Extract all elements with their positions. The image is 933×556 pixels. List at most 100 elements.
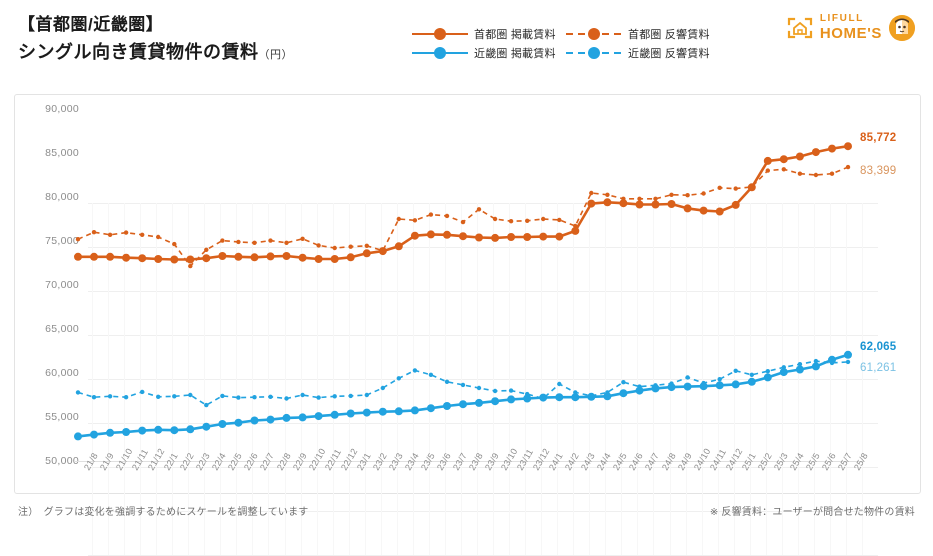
legend-item-kinki-hankyo[interactable]: 近畿圏 反響賃料 [566,43,724,62]
data-point [428,372,434,377]
data-point [829,360,835,366]
data-point [747,377,756,386]
page-title: シングル向き賃貸物件の賃料（円） [18,38,293,69]
page-title-region: 【首都圏/近畿圏】 [18,15,164,34]
data-point [779,155,788,164]
data-point [685,193,690,198]
data-point [394,407,403,416]
data-point [316,243,321,248]
data-point [539,232,548,241]
page-title-unit: （円） [258,49,293,61]
data-point [123,395,129,400]
data-point [204,247,209,252]
data-point [557,217,562,223]
data-point [475,398,483,407]
data-point [459,232,467,241]
page-title-text: シングル向き賃貸物件の賃料 [18,42,259,62]
data-point [140,232,145,237]
grid-line-vertical [701,203,703,555]
data-point [651,384,660,393]
legend-item-shutoken-keisai[interactable]: 首都圏 掲載賃料 [412,24,555,43]
data-point [186,425,195,434]
data-point [811,148,820,157]
y-axis-tick-label: 70,000 [45,279,79,291]
grid-line [88,203,878,204]
data-point [284,396,289,401]
y-axis-tick-label: 55,000 [45,411,79,423]
data-point [459,400,467,409]
grid-line-vertical [92,203,93,555]
data-point [845,359,851,365]
data-point [653,383,658,388]
series-end-label: 83,399 [860,165,897,178]
grid-line-vertical [348,203,350,555]
chart-container: 50,000 55,000 60,000 65,000 70,000 75,000 80,0… [14,94,921,556]
grid-line-vertical [493,203,495,555]
data-point [204,402,209,408]
data-point [492,388,498,394]
brand-logo[interactable]: LIFULL HOME'S [787,14,915,41]
data-point [683,204,692,213]
data-point [587,199,596,208]
grid-line-vertical [573,203,575,555]
data-point [186,255,195,264]
data-point [122,428,131,436]
data-point [348,244,353,249]
legend-label: 首都圏 掲載賃料 [474,28,556,41]
data-point [507,233,516,241]
data-point [106,252,115,261]
data-point [507,395,516,404]
data-point [202,254,211,263]
data-point [107,394,113,399]
data-point [525,391,530,397]
data-point [845,164,851,170]
data-point [669,381,674,386]
data-point [107,232,113,237]
data-point [635,386,644,395]
data-point [763,373,772,382]
y-axis-tick-label: 50,000 [45,455,79,467]
data-point [330,255,339,263]
logo-wordmark: LIFULL HOME'S [820,14,882,42]
grid-line-vertical [637,203,639,555]
data-point [362,408,371,417]
data-point [491,233,500,242]
data-point [621,196,626,201]
data-point [443,230,451,239]
data-point [733,368,738,373]
data-point [765,168,770,173]
data-point [140,389,145,395]
y-axis-tick-label: 75,000 [45,235,79,247]
data-point [298,413,307,422]
data-point [236,395,241,400]
grid-line-vertical [284,203,286,555]
data-point [170,255,179,264]
legend-item-kinki-keisai[interactable]: 近畿圏 掲載賃料 [412,43,555,62]
data-point [188,263,193,269]
data-point [667,383,676,392]
data-point [75,390,81,395]
data-point [621,380,626,385]
data-point [426,404,435,413]
data-point [844,142,852,151]
data-point [508,219,514,224]
grid-line-vertical [204,203,206,555]
grid-line-vertical [733,203,735,555]
data-point [508,388,514,393]
grid-line-vertical [236,203,238,555]
data-point [619,389,628,398]
data-point [188,392,193,398]
data-point [75,237,81,242]
data-point [90,430,98,439]
data-point [828,144,836,153]
data-point [202,422,211,431]
grid-line-vertical [428,203,430,555]
data-point [653,196,658,201]
data-point [380,385,385,391]
data-point [236,239,241,245]
data-point [252,240,257,245]
data-point [651,200,660,209]
chart-legend: 首都圏 掲載賃料 首都圏 反響賃料 近畿圏 掲載賃料 近畿圏 反響賃料 [412,24,782,62]
legend-item-shutoken-hankyo[interactable]: 首都圏 反響賃料 [566,24,724,43]
grid-line-vertical [845,203,847,555]
